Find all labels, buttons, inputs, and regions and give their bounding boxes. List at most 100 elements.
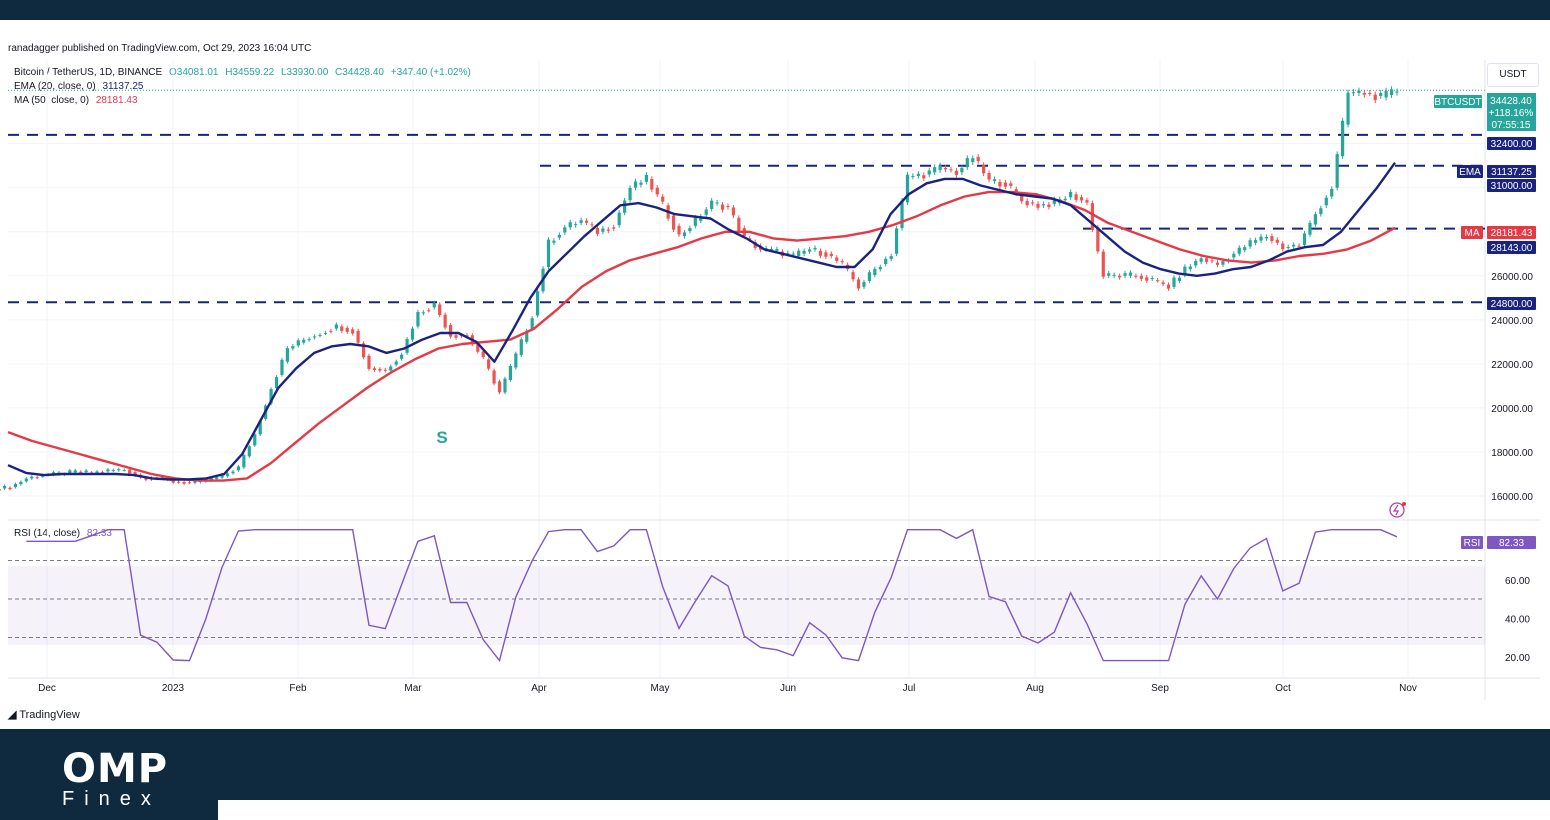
candle-body [274,377,279,389]
candle-body [106,469,110,472]
legend-low: L33930.00 [280,67,329,78]
candle-body [856,279,861,289]
alert-icon[interactable] [1389,502,1406,518]
candle-body [671,215,676,230]
candle-body [1341,120,1345,157]
currency-button[interactable]: USDT [1487,63,1539,87]
candle-body [356,330,360,343]
candle-body [465,335,469,337]
candle-body [943,167,948,170]
candle-body [187,482,192,484]
ma-tag: MA [1465,228,1480,239]
rsi-tick-label: 60.00 [1505,576,1530,587]
candle-body [367,355,371,369]
rsi-tag: RSI [1464,538,1481,549]
candle-body [182,482,186,484]
candle-body [584,220,589,223]
rsi-tick-label: 20.00 [1505,653,1530,664]
legend-close: C34428.40 [335,67,384,78]
candle-body [100,472,105,474]
candle-body [1199,258,1203,262]
candle-body [519,339,523,356]
candle-body [623,200,627,213]
y-tick-label: 24000.00 [1491,316,1533,327]
candle-body [1118,275,1122,278]
x-tick-label: Aug [1026,683,1044,694]
candle-body [389,366,393,371]
candle-body [1286,247,1290,249]
candle-body [454,335,458,338]
candle-body [971,158,975,163]
candle-body [117,469,121,471]
candle-body [329,330,333,332]
rsi-tag-bg [1461,536,1483,549]
candle-body [394,361,398,365]
level-31000-label-bg [1487,179,1536,192]
candle-body [889,256,893,259]
candle-body [617,212,621,226]
x-tick-label: Dec [38,683,56,694]
candle-body [1128,272,1133,276]
candle-body [1079,197,1084,201]
candle-body [1389,89,1394,96]
candle-body [1150,278,1154,280]
candle-body [829,253,833,256]
candle-body [704,209,708,215]
candle-body [884,258,888,265]
price-chart[interactable]: Dec 2023 Feb Mar Apr May Jun Jul Aug Sep Oct Nov 160… [0,0,1550,720]
candle-body [644,174,648,182]
x-tick-label: 2023 [162,683,185,694]
btc-tag-bg [1434,95,1482,108]
candle-body [650,178,654,190]
candle-body [922,175,926,179]
candle-body [867,272,871,281]
candle-body [998,181,1002,187]
candle-body [574,224,578,226]
rsi-price-label: 82.33 [1499,538,1524,549]
candle-body [323,332,328,334]
level-24800-label: 24800.00 [1491,299,1533,310]
rsi-band-fill [8,566,1485,645]
ma-price-label-bg [1487,226,1536,239]
candle-body [8,487,12,490]
ema-tag-bg [1457,165,1483,178]
candle-body [95,471,99,473]
candle-body [1368,93,1372,95]
candle-body [1297,245,1301,247]
candle-body [916,173,920,176]
candle-body [318,335,322,337]
candle-body [862,282,866,287]
candle-body [236,466,241,471]
candle-body [731,207,736,216]
candle-body [737,217,741,231]
level-32400-label-bg [1487,137,1536,150]
candle-body [1183,266,1187,276]
candle-body [215,477,219,480]
candle-body [786,252,790,254]
candle-body [334,324,338,329]
candle-body [699,216,703,221]
legend-open: O34081.01 [168,67,219,78]
candle-body [900,200,904,229]
candle-body [258,420,262,435]
candle-body [312,336,317,338]
candle-body [682,232,687,237]
candle-body [280,359,284,375]
level-31000-label: 31000.00 [1491,181,1533,192]
candle-body [1009,183,1013,186]
candle-body [476,343,480,352]
candle-body [487,359,491,369]
candle-body [1003,182,1007,187]
candle-body [965,158,969,168]
candle-body [1036,203,1040,208]
candle-body [231,471,235,474]
candle-body [982,164,986,174]
candle-body [938,165,942,171]
legend-ma: MA (50, close, 0) 28181.43 [14,95,142,106]
legend-title: Bitcoin / TetherUS, 1D, BINANCE [14,67,163,78]
candle-body [1292,244,1296,247]
candle-body [905,174,910,203]
candle-body [1324,197,1328,206]
candle-body [79,471,83,473]
candle-body [1123,273,1127,276]
